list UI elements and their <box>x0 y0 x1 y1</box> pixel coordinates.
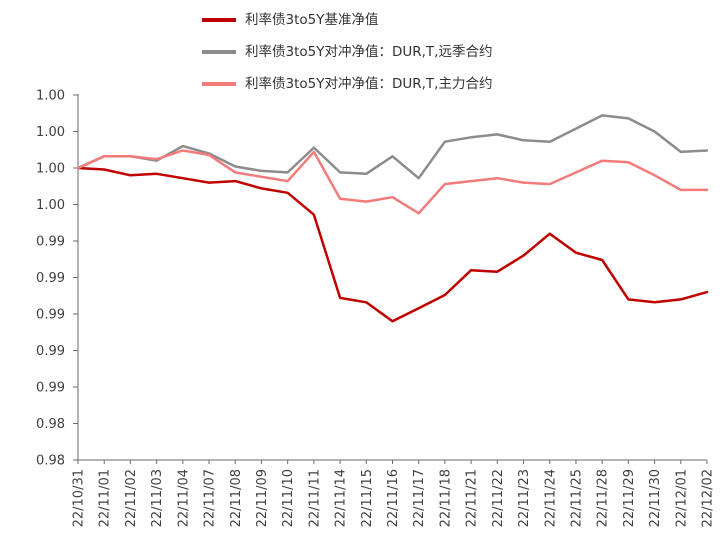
y-tick-label: 0.98 <box>36 417 65 432</box>
x-tick-label: 22/11/25 <box>569 469 584 527</box>
x-tick-label: 22/11/21 <box>465 469 480 527</box>
y-tick-label: 0.98 <box>36 454 65 469</box>
x-tick-label: 22/11/23 <box>517 469 532 527</box>
x-tick-label: 22/11/28 <box>596 469 611 527</box>
x-tick-label: 22/11/07 <box>203 469 218 527</box>
x-tick-label: 22/11/30 <box>648 469 663 527</box>
y-tick-label: 1.00 <box>36 198 65 213</box>
legend-line-swatch-main-contract <box>202 82 236 87</box>
x-tick-label: 22/11/11 <box>307 469 322 527</box>
x-tick-label: 22/11/22 <box>491 469 506 527</box>
legend-line-swatch-baseline <box>202 18 236 23</box>
legend-label-baseline: 利率债3to5Y基准净值 <box>245 12 379 28</box>
legend-item-main-contract: 利率债3to5Y对冲净值：DUR,T,主力合约 <box>202 76 492 92</box>
x-tick-label: 22/11/18 <box>438 469 453 527</box>
x-tick-label: 22/10/31 <box>72 469 87 527</box>
x-tick-label: 22/11/08 <box>229 469 244 527</box>
x-tick-label: 22/11/15 <box>360 469 375 527</box>
x-tick-label: 22/11/04 <box>176 469 191 527</box>
y-tick-label: 0.99 <box>36 381 65 396</box>
x-tick-label: 22/11/01 <box>98 469 113 527</box>
x-tick-label: 22/11/17 <box>412 469 427 527</box>
y-tick-label: 0.99 <box>36 235 65 250</box>
x-tick-label: 22/11/10 <box>281 469 296 527</box>
x-tick-label: 22/11/09 <box>255 469 270 527</box>
series-line-0 <box>76 166 709 323</box>
y-tick-label: 0.99 <box>36 344 65 359</box>
series-line-1 <box>76 114 709 180</box>
legend-item-baseline: 利率债3to5Y基准净值 <box>202 12 492 28</box>
y-tick-label: 0.99 <box>36 271 65 286</box>
legend-line-swatch-far-contract <box>202 50 236 55</box>
x-tick-label: 22/11/14 <box>334 469 349 527</box>
chart-legend: 利率债3to5Y基准净值 利率债3to5Y对冲净值：DUR,T,远季合约 利率债… <box>202 12 492 93</box>
legend-item-far-contract: 利率债3to5Y对冲净值：DUR,T,远季合约 <box>202 44 492 60</box>
x-tick-label: 22/11/03 <box>150 469 165 527</box>
x-tick-label: 22/11/16 <box>386 469 401 527</box>
x-tick-label: 22/12/01 <box>674 469 689 527</box>
y-tick-label: 1.00 <box>36 162 65 177</box>
x-tick-label: 22/11/24 <box>543 469 558 527</box>
y-tick-label: 1.00 <box>36 125 65 140</box>
x-tick-label: 22/12/02 <box>701 469 716 527</box>
legend-label-far-contract: 利率债3to5Y对冲净值：DUR,T,远季合约 <box>245 44 493 61</box>
x-tick-label: 22/11/29 <box>622 469 637 527</box>
series-line-2 <box>76 149 709 215</box>
legend-label-main-contract: 利率债3to5Y对冲净值：DUR,T,主力合约 <box>245 76 493 93</box>
x-tick-label: 22/11/02 <box>124 469 139 527</box>
y-tick-label: 0.99 <box>36 308 65 323</box>
y-tick-label: 1.00 <box>36 89 65 104</box>
